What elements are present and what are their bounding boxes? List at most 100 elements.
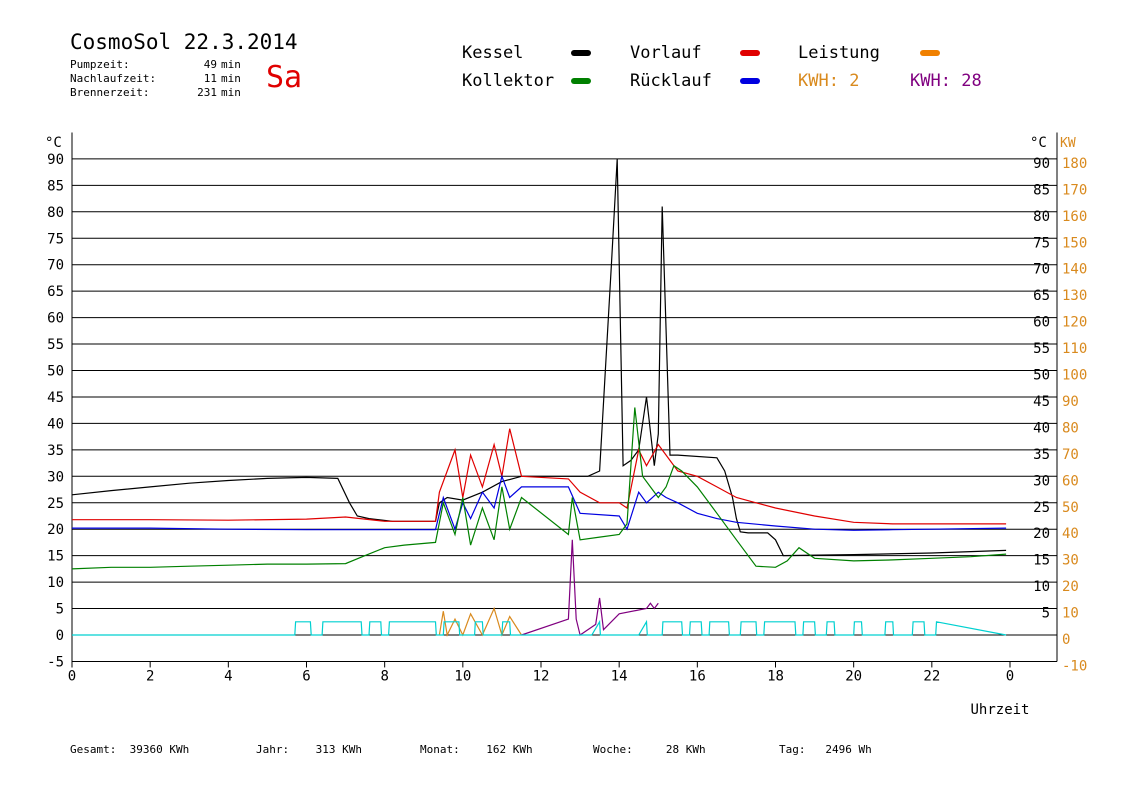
footer-label: Woche: [593, 743, 633, 756]
y-tick-label-right-power: -10 [1062, 658, 1087, 674]
y-tick-label-right-temp: 90 [1033, 156, 1050, 172]
y-tick-label-right-power: 130 [1062, 288, 1087, 304]
legend-leistung-swatch [920, 50, 940, 56]
stat-unit: min [221, 58, 241, 71]
kwh-orange-value: 2 [849, 71, 860, 91]
y-tick-label-right-temp: 45 [1033, 394, 1050, 410]
legend-vorlauf-swatch [740, 50, 760, 56]
y-tick-label-right-power: 10 [1062, 606, 1079, 622]
y-tick-label-right-temp: 50 [1033, 368, 1050, 384]
y-tick-label-left: -5 [47, 654, 64, 670]
x-tick-label: 16 [689, 668, 706, 684]
y-tick-label-left: 85 [47, 178, 64, 194]
footer-label: Monat: [420, 743, 460, 756]
footer-label: Gesamt: [70, 743, 117, 756]
x-tick-label: 8 [380, 668, 388, 684]
stat-unit: min [221, 72, 241, 85]
y-tick-label-left: 30 [47, 469, 64, 485]
x-tick-label: 12 [533, 668, 550, 684]
footer-tag: Tag: 2496 Wh [779, 743, 872, 756]
footer-unit: KWh [169, 743, 190, 756]
y-tick-label-right-power: 50 [1062, 500, 1079, 516]
page-title: CosmoSol 22.3.2014 [70, 30, 298, 54]
y-tick-label-right-temp: 35 [1033, 447, 1050, 463]
footer-value: 313 [315, 743, 336, 756]
legend-kwh-purple: KWH: 28 [910, 71, 982, 91]
x-axis-label: Uhrzeit [970, 702, 1029, 718]
y-tick-label-right-temp: 65 [1033, 288, 1050, 304]
series-vorlauf [72, 428, 1007, 525]
y-tick-label-right-temp: 15 [1033, 553, 1050, 569]
legend-kwh-orange: KWH: 2 [798, 71, 859, 91]
x-tick-label: 4 [224, 668, 232, 684]
footer-value: 2496 [825, 743, 852, 756]
x-tick-label: 2 [146, 668, 154, 684]
footer-value: 28 [665, 743, 680, 756]
x-tick-label: 14 [611, 668, 628, 684]
y-tick-label-right-power: 170 [1062, 182, 1087, 198]
legend-ruecklauf-swatch [740, 78, 760, 84]
footer-label: Jahr: [256, 743, 290, 756]
stat-value: 11 [203, 72, 217, 85]
x-tick-label: 20 [845, 668, 862, 684]
stat-brennerzeit: Brennerzeit: 231 min [70, 86, 241, 99]
y-tick-label-left: 55 [47, 337, 64, 353]
y-tick-label-right-power: 40 [1062, 526, 1079, 542]
footer-jahr: Jahr: 313 KWh [256, 743, 362, 756]
y-tick-label-left: 0 [56, 628, 64, 644]
y-tick-label-right-temp: 55 [1033, 341, 1050, 357]
stat-value: 231 [197, 86, 217, 99]
kwh-orange-label: KWH: [798, 71, 839, 91]
y-tick-label-right-power: 0 [1062, 632, 1070, 648]
series-kessel [71, 158, 1007, 557]
series-r-cklauf [72, 474, 1007, 532]
y-tick-label-left: 40 [47, 416, 64, 432]
y-tick-label-right-temp: 20 [1033, 526, 1050, 542]
x-tick-label: 22 [923, 668, 940, 684]
series-kollektor [71, 407, 1007, 570]
y-tick-label-right-temp: 70 [1033, 262, 1050, 278]
y-tick-label-right-power: 20 [1062, 579, 1079, 595]
y-tick-label-right-power: 150 [1062, 235, 1087, 251]
legend-leistung-label: Leistung [798, 43, 880, 63]
legend-kessel-label: Kessel [462, 43, 524, 63]
y-tick-label-right-temp: 60 [1033, 315, 1050, 331]
y-tick-label-right-temp: 85 [1033, 182, 1050, 198]
legend-kollektor-label: Kollektor [462, 71, 555, 91]
y-tick-label-left: 5 [56, 602, 64, 618]
footer-label: Tag: [779, 743, 806, 756]
kwh-purple-label: KWH: [910, 71, 951, 91]
y-tick-label-right-power: 100 [1062, 368, 1087, 384]
footer-woche: Woche: 28 KWh [593, 743, 706, 756]
weekday-label: Sa [266, 60, 303, 95]
y-tick-label-right-power: 110 [1062, 341, 1087, 357]
x-tick-label: 0 [68, 668, 76, 684]
y-tick-label-left: 35 [47, 443, 64, 459]
footer-monat: Monat: 162 KWh [420, 743, 533, 756]
y-tick-label-right-power: 80 [1062, 420, 1079, 436]
y-tick-label-right-power: 140 [1062, 262, 1087, 278]
y-tick-label-right-temp: 5 [1042, 606, 1050, 622]
stat-label: Pumpzeit: [70, 58, 130, 71]
legend-kollektor-swatch [571, 78, 591, 84]
y-tick-label-left: 45 [47, 390, 64, 406]
y-tick-label-right-temp: 75 [1033, 235, 1050, 251]
y-tick-label-right-power: 70 [1062, 447, 1079, 463]
y-tick-label-right-power: 30 [1062, 553, 1079, 569]
footer-unit: KWh [685, 743, 706, 756]
y-tick-label-left: 90 [47, 152, 64, 168]
footer-unit: KWh [512, 743, 533, 756]
y-tick-label-right-temp: 25 [1033, 500, 1050, 516]
stat-label: Nachlaufzeit: [70, 72, 157, 85]
y-axis-unit-right-power: KW [1060, 136, 1076, 151]
y-tick-label-left: 75 [47, 231, 64, 247]
y-tick-label-right-temp: 80 [1033, 209, 1050, 225]
y-tick-label-right-power: 120 [1062, 315, 1087, 331]
footer-gesamt: Gesamt: 39360 KWh [70, 743, 189, 756]
footer-value: 39360 [129, 743, 163, 756]
footer-unit: KWh [342, 743, 362, 756]
y-tick-label-left: 15 [47, 549, 64, 565]
stat-unit: min [221, 86, 241, 99]
x-tick-label: 6 [302, 668, 310, 684]
